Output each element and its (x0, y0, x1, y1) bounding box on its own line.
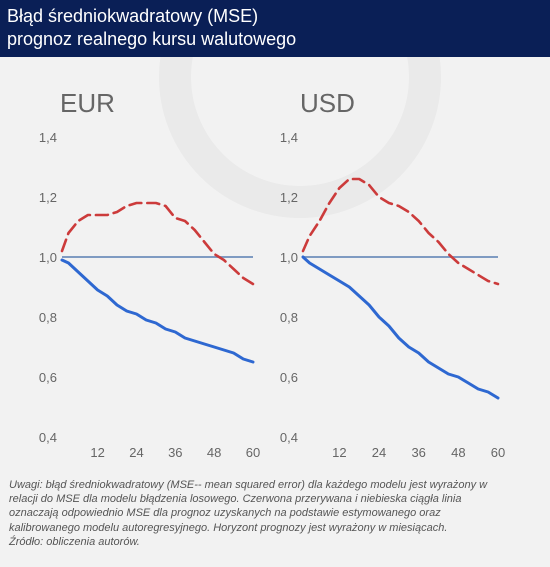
panel-title: EUR (60, 88, 115, 118)
x-tick-label: 12 (90, 445, 104, 460)
y-tick-label: 0,8 (280, 310, 298, 325)
y-tick-label: 1,4 (280, 130, 298, 145)
x-tick-label: 48 (451, 445, 465, 460)
x-tick-label: 48 (207, 445, 221, 460)
x-tick-label: 36 (168, 445, 182, 460)
x-tick-label: 60 (491, 445, 505, 460)
y-tick-label: 0,8 (39, 310, 57, 325)
series-line-estimated (60, 201, 255, 286)
y-tick-label: 1,4 (39, 130, 57, 145)
notes-line: relacji do MSE dla modelu błądzenia loso… (9, 493, 462, 506)
panel-title: USD (300, 88, 355, 118)
y-tick-label: 0,6 (280, 370, 298, 385)
charts-area: EUR 0,4 0,6 0,8 1,0 1,2 1,4 12 24 36 48 60 USD 0,4… (39, 57, 505, 460)
series-line-calibrated (301, 255, 500, 400)
header-bar: Błąd średniokwadratowy (MSE) prognoz rea… (0, 0, 550, 57)
y-tick-label: 0,4 (280, 430, 298, 445)
y-tick-label: 1,2 (39, 190, 57, 205)
y-tick-label: 1,2 (280, 190, 298, 205)
watermark-logo (159, 57, 441, 218)
y-tick-label: 1,0 (280, 250, 298, 265)
y-tick-label: 0,6 (39, 370, 57, 385)
x-tick-label: 36 (411, 445, 425, 460)
notes-line: Uwagi: błąd średniokwadratowy (MSE-- mea… (9, 479, 488, 491)
series-line-estimated (301, 177, 500, 286)
x-tick-label: 12 (332, 445, 346, 460)
y-tick-label: 0,4 (39, 430, 57, 445)
x-tick-label: 60 (246, 445, 260, 460)
usd-panel: USD 0,4 0,6 0,8 1,0 1,2 1,4 12 24 36 48 60 (280, 88, 505, 460)
notes-line: oznaczają odpowiednio MSE dla prognoz uz… (9, 507, 441, 520)
series-line-calibrated (60, 258, 255, 364)
x-tick-label: 24 (129, 445, 143, 460)
y-tick-label: 1,0 (39, 250, 57, 265)
chart-title-line-1: Błąd średniokwadratowy (MSE) (7, 6, 259, 26)
source-line: Źródło: obliczenia autorów. (9, 535, 140, 548)
x-tick-label: 24 (372, 445, 386, 460)
chart-title-line-2: prognoz realnego kursu walutowego (7, 29, 297, 49)
notes-block: Uwagi: błąd średniokwadratowy (MSE-- mea… (9, 478, 539, 549)
eur-panel: EUR 0,4 0,6 0,8 1,0 1,2 1,4 12 24 36 48 60 (39, 88, 260, 460)
notes-line: kalibrowanego modelu autoregresyjnego. H… (9, 521, 448, 534)
